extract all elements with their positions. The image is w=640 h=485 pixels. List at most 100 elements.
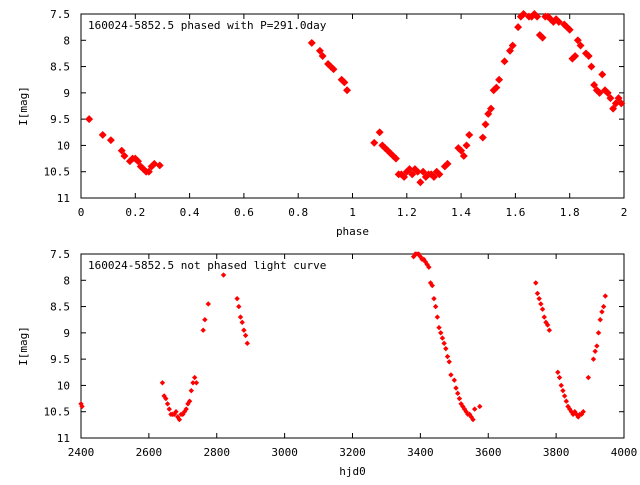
data-point <box>477 403 483 410</box>
x-tick-label: 0.8 <box>288 206 308 219</box>
data-point <box>585 374 592 381</box>
y-tick-label: 9.5 <box>50 113 70 126</box>
data-point <box>444 353 451 360</box>
data-point <box>587 62 596 71</box>
data-point <box>183 406 189 412</box>
data-point <box>416 178 425 187</box>
y-tick-label: 9.5 <box>50 353 70 366</box>
data-point <box>558 382 564 389</box>
data-point <box>533 280 539 286</box>
data-point <box>539 306 546 312</box>
y-tick-label: 8.5 <box>50 61 70 74</box>
y-tick-label: 7.5 <box>50 8 70 21</box>
x-tick-label: 1.6 <box>505 206 525 219</box>
data-point <box>478 133 487 142</box>
data-point <box>343 86 352 95</box>
data-point <box>438 330 444 336</box>
data-point <box>592 348 598 354</box>
data-point <box>192 374 198 381</box>
data-point <box>453 385 459 391</box>
data-point <box>159 380 166 386</box>
y-tick-label: 8 <box>63 274 70 287</box>
data-point <box>560 387 566 394</box>
y-tick-label: 8 <box>63 34 70 47</box>
data-point <box>600 303 607 310</box>
data-point <box>237 314 244 320</box>
y-axis-label: I[mag] <box>17 326 30 366</box>
y-tick-label: 10.5 <box>44 166 71 179</box>
chart-title: 160024-5852.5 phased with P=291.0day <box>88 19 327 32</box>
y-tick-label: 10 <box>57 379 70 392</box>
data-point <box>155 161 164 170</box>
data-point <box>439 335 446 341</box>
x-tick-label: 3200 <box>339 446 366 459</box>
data-point <box>554 17 563 26</box>
data-point <box>164 401 171 407</box>
x-tick-label: 3600 <box>475 446 502 459</box>
data-point <box>481 120 490 129</box>
y-tick-label: 11 <box>57 432 70 445</box>
data-point <box>200 327 206 333</box>
data-point <box>166 406 172 412</box>
x-axis-label: hjd0 <box>339 465 366 478</box>
data-point <box>375 128 384 137</box>
data-point <box>241 327 247 333</box>
data-point <box>456 395 463 402</box>
data-point <box>594 343 600 349</box>
data-point <box>419 167 428 176</box>
data-point <box>205 301 211 307</box>
data-point <box>391 154 400 163</box>
data-point <box>432 303 439 310</box>
x-tick-label: 1 <box>349 206 356 219</box>
data-point <box>220 272 227 278</box>
data-point <box>544 322 551 328</box>
x-tick-label: 3400 <box>407 446 434 459</box>
y-tick-label: 10.5 <box>44 406 71 419</box>
data-point <box>500 57 509 66</box>
data-point <box>188 387 194 394</box>
y-tick-label: 10 <box>57 139 70 152</box>
chart-title: 160024-5852.5 not phased light curve <box>88 259 326 272</box>
data-point <box>163 395 169 402</box>
x-tick-label: 1.8 <box>560 206 580 219</box>
y-tick-label: 7.5 <box>50 248 70 261</box>
data-point <box>465 130 474 139</box>
data-point <box>85 115 94 124</box>
data-point <box>534 290 541 297</box>
data-point <box>144 167 153 176</box>
data-point <box>455 390 461 397</box>
x-axis-label: phase <box>336 225 369 238</box>
x-tick-label: 2800 <box>204 446 231 459</box>
data-point <box>193 380 200 386</box>
data-point <box>448 372 454 378</box>
data-point <box>441 340 447 347</box>
data-point <box>120 151 129 160</box>
y-tick-label: 9 <box>63 87 70 100</box>
data-point <box>471 406 478 412</box>
data-point <box>602 293 609 299</box>
data-point <box>370 138 379 147</box>
y-axis-label: I[mag] <box>17 86 30 126</box>
y-tick-label: 11 <box>57 192 70 205</box>
data-point <box>443 159 452 168</box>
data-point <box>546 327 553 333</box>
chart-panel-1: 0 0.2 0.4 0.6 0.8 1 1.2 1.4 1.6 1.8 2 7.5 8 8.5 9 9.5 10… <box>17 8 627 238</box>
x-tick-label: 2400 <box>68 446 95 459</box>
data-point <box>580 409 586 415</box>
data-point <box>426 264 432 270</box>
data-point <box>451 377 457 383</box>
data-point <box>436 324 442 331</box>
y-tick-label: 9 <box>63 327 70 340</box>
x-tick-label: 2600 <box>136 446 163 459</box>
data-point <box>202 317 208 323</box>
data-point <box>595 330 602 336</box>
data-point <box>495 75 504 84</box>
data-point <box>443 345 449 352</box>
data-point <box>598 70 607 79</box>
data-point <box>106 136 115 145</box>
data-point <box>603 88 612 97</box>
data-point <box>307 38 316 47</box>
data-point <box>239 319 245 326</box>
data-point <box>98 130 107 139</box>
